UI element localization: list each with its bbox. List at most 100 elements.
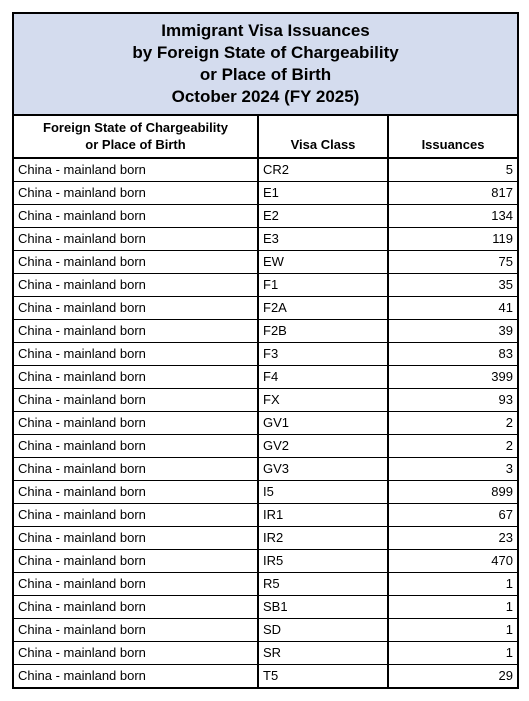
cell-issuances: 399 (388, 365, 518, 388)
cell-issuances: 119 (388, 227, 518, 250)
cell-issuances: 67 (388, 503, 518, 526)
cell-visa-class: T5 (258, 664, 388, 688)
table-row: China - mainland bornF135 (13, 273, 518, 296)
cell-visa-class: EW (258, 250, 388, 273)
cell-visa-class: IR1 (258, 503, 388, 526)
table-row: China - mainland bornF2A41 (13, 296, 518, 319)
cell-state: China - mainland born (13, 388, 258, 411)
cell-issuances: 23 (388, 526, 518, 549)
table-row: China - mainland bornF383 (13, 342, 518, 365)
title-line-4: October 2024 (FY 2025) (18, 86, 513, 108)
visa-issuances-table: Immigrant Visa Issuances by Foreign Stat… (12, 12, 519, 689)
cell-state: China - mainland born (13, 296, 258, 319)
cell-state: China - mainland born (13, 250, 258, 273)
col-header-issuances: Issuances (388, 115, 518, 158)
cell-state: China - mainland born (13, 664, 258, 688)
table-row: China - mainland bornSR1 (13, 641, 518, 664)
table-body: China - mainland bornCR25China - mainlan… (13, 158, 518, 688)
cell-visa-class: E2 (258, 204, 388, 227)
cell-visa-class: SD (258, 618, 388, 641)
table-row: China - mainland bornE3119 (13, 227, 518, 250)
cell-issuances: 2 (388, 411, 518, 434)
cell-state: China - mainland born (13, 480, 258, 503)
cell-state: China - mainland born (13, 342, 258, 365)
table-row: China - mainland bornIR5470 (13, 549, 518, 572)
table-row: China - mainland bornE1817 (13, 181, 518, 204)
table-row: China - mainland bornT529 (13, 664, 518, 688)
table-row: China - mainland bornIR167 (13, 503, 518, 526)
cell-visa-class: R5 (258, 572, 388, 595)
col-header-visa-class: Visa Class (258, 115, 388, 158)
cell-issuances: 5 (388, 158, 518, 182)
cell-visa-class: IR2 (258, 526, 388, 549)
cell-visa-class: F2B (258, 319, 388, 342)
cell-issuances: 35 (388, 273, 518, 296)
cell-issuances: 29 (388, 664, 518, 688)
cell-visa-class: F4 (258, 365, 388, 388)
table-title: Immigrant Visa Issuances by Foreign Stat… (13, 13, 518, 115)
cell-issuances: 1 (388, 595, 518, 618)
cell-state: China - mainland born (13, 227, 258, 250)
cell-state: China - mainland born (13, 365, 258, 388)
cell-visa-class: SB1 (258, 595, 388, 618)
cell-state: China - mainland born (13, 503, 258, 526)
cell-visa-class: IR5 (258, 549, 388, 572)
cell-issuances: 41 (388, 296, 518, 319)
table-row: China - mainland bornGV12 (13, 411, 518, 434)
cell-issuances: 1 (388, 641, 518, 664)
cell-visa-class: FX (258, 388, 388, 411)
table-row: China - mainland bornE2134 (13, 204, 518, 227)
cell-issuances: 75 (388, 250, 518, 273)
cell-issuances: 134 (388, 204, 518, 227)
cell-state: China - mainland born (13, 641, 258, 664)
title-line-1: Immigrant Visa Issuances (18, 20, 513, 42)
table-row: China - mainland bornI5899 (13, 480, 518, 503)
cell-state: China - mainland born (13, 411, 258, 434)
cell-issuances: 1 (388, 572, 518, 595)
cell-visa-class: GV2 (258, 434, 388, 457)
cell-issuances: 817 (388, 181, 518, 204)
table-row: China - mainland bornSD1 (13, 618, 518, 641)
cell-issuances: 1 (388, 618, 518, 641)
cell-issuances: 3 (388, 457, 518, 480)
cell-visa-class: I5 (258, 480, 388, 503)
table-row: China - mainland bornCR25 (13, 158, 518, 182)
table-row: China - mainland bornFX93 (13, 388, 518, 411)
table-row: China - mainland bornR51 (13, 572, 518, 595)
cell-visa-class: E3 (258, 227, 388, 250)
cell-visa-class: E1 (258, 181, 388, 204)
cell-issuances: 83 (388, 342, 518, 365)
cell-state: China - mainland born (13, 434, 258, 457)
cell-issuances: 899 (388, 480, 518, 503)
cell-issuances: 470 (388, 549, 518, 572)
cell-visa-class: GV1 (258, 411, 388, 434)
table-row: China - mainland bornGV33 (13, 457, 518, 480)
cell-state: China - mainland born (13, 158, 258, 182)
cell-state: China - mainland born (13, 549, 258, 572)
cell-visa-class: GV3 (258, 457, 388, 480)
cell-visa-class: F1 (258, 273, 388, 296)
cell-visa-class: SR (258, 641, 388, 664)
cell-state: China - mainland born (13, 572, 258, 595)
title-line-3: or Place of Birth (18, 64, 513, 86)
cell-issuances: 2 (388, 434, 518, 457)
cell-state: China - mainland born (13, 204, 258, 227)
cell-issuances: 93 (388, 388, 518, 411)
table-row: China - mainland bornEW75 (13, 250, 518, 273)
cell-visa-class: F2A (258, 296, 388, 319)
cell-issuances: 39 (388, 319, 518, 342)
cell-state: China - mainland born (13, 181, 258, 204)
cell-state: China - mainland born (13, 319, 258, 342)
table-row: China - mainland bornF4399 (13, 365, 518, 388)
cell-state: China - mainland born (13, 457, 258, 480)
cell-visa-class: CR2 (258, 158, 388, 182)
table-row: China - mainland bornGV22 (13, 434, 518, 457)
table-row: China - mainland bornIR223 (13, 526, 518, 549)
cell-state: China - mainland born (13, 526, 258, 549)
cell-visa-class: F3 (258, 342, 388, 365)
title-line-2: by Foreign State of Chargeability (18, 42, 513, 64)
cell-state: China - mainland born (13, 273, 258, 296)
table-row: China - mainland bornSB11 (13, 595, 518, 618)
col-header-state: Foreign State of Chargeability or Place … (13, 115, 258, 158)
cell-state: China - mainland born (13, 618, 258, 641)
